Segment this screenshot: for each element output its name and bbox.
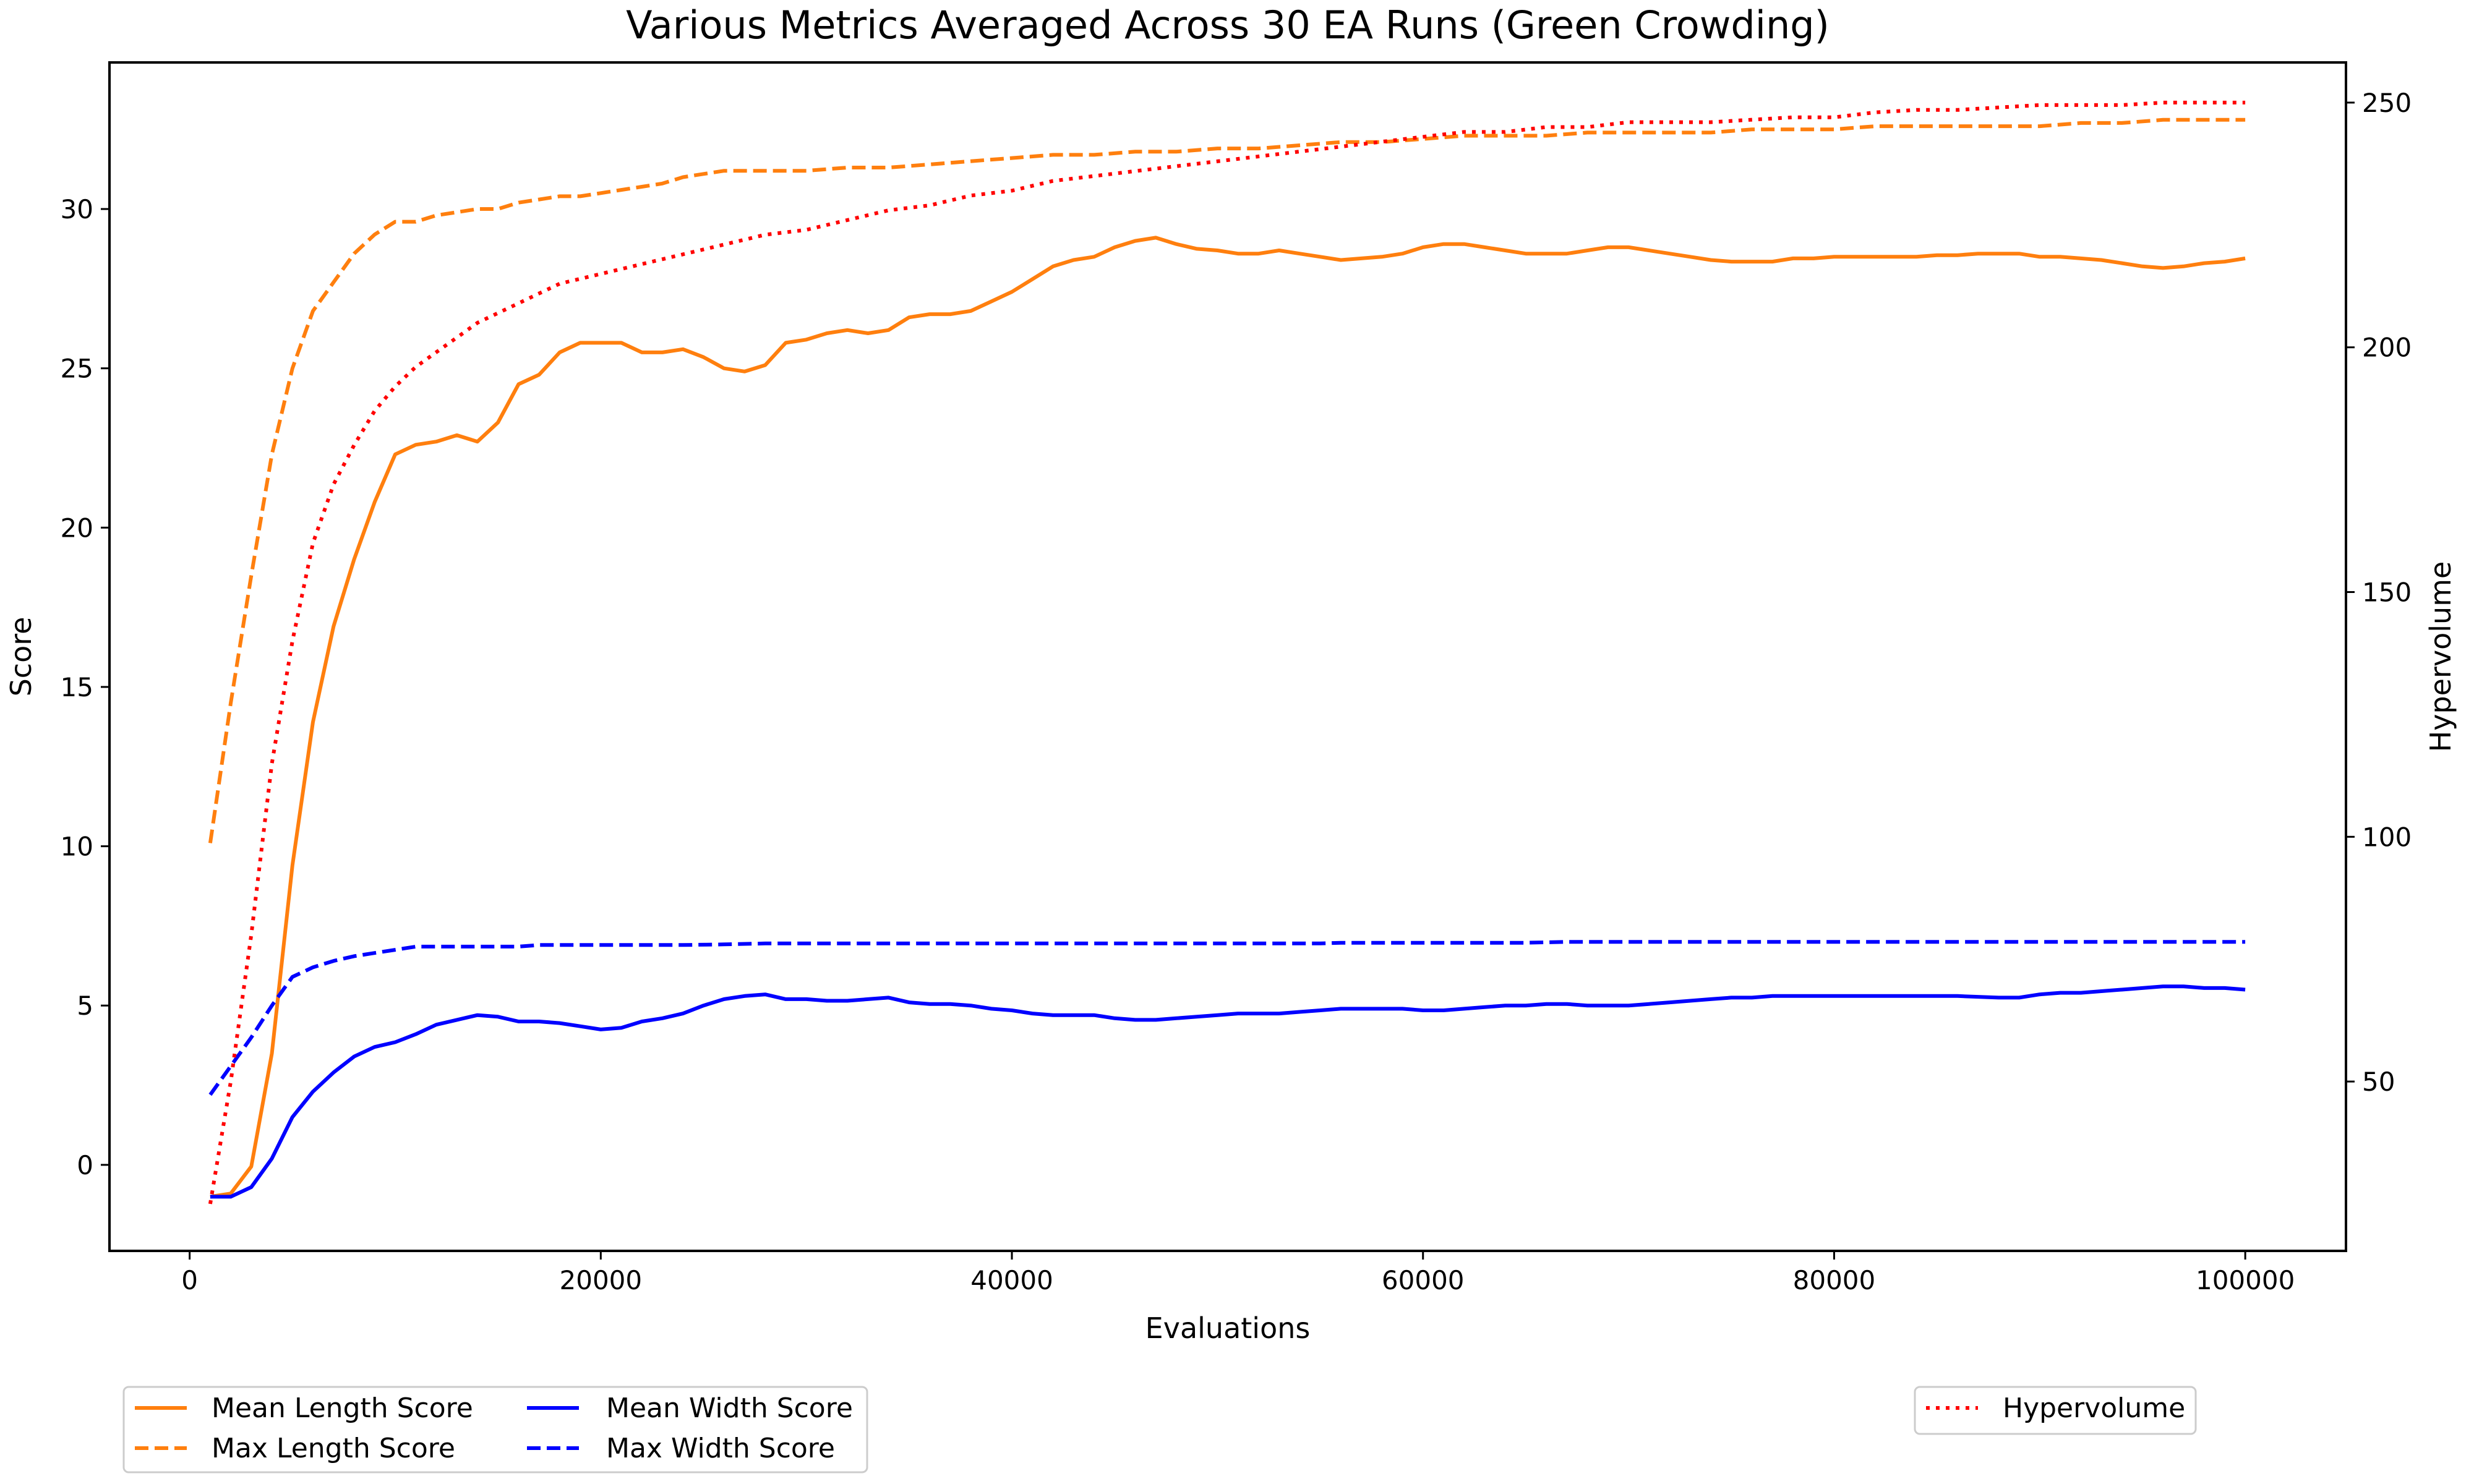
series-line-mean-width-score [210,984,2246,1199]
x-axis: 0 20000 40000 60000 80000 100000 [181,1251,2295,1295]
y-tick-label: 0 [77,1150,93,1180]
legend-label-max-width: Max Width Score [606,1433,835,1464]
legend-label-mean-length: Mean Length Score [212,1392,473,1424]
y2-axis-label: Hypervolume [2424,561,2457,753]
series-line-max-width-score [208,940,2246,1096]
y-axis-right: 50 100 150 200 250 [2346,88,2412,1097]
y2-tick-label: 200 [2362,333,2412,363]
y-axis-label: Score [4,617,38,697]
y2-tick-label: 150 [2362,578,2412,608]
y-tick-label: 10 [61,832,93,862]
x-tick-label: 60000 [1382,1265,1465,1295]
y-tick-label: 20 [61,513,93,543]
chart-title: Various Metrics Averaged Across 30 EA Ru… [626,2,1830,48]
y2-tick-label: 100 [2362,822,2412,852]
x-tick-label: 20000 [560,1265,643,1295]
plot-frame [108,61,2347,1252]
y-tick-label: 5 [77,991,93,1021]
series-layer [208,100,2246,1205]
legend-left-box [122,1386,868,1473]
y-tick-label: 30 [61,194,93,224]
y2-tick-label: 50 [2362,1067,2395,1097]
legend-label-hypervolume: Hypervolume [2003,1392,2185,1424]
series-line-mean-length-score [210,236,2246,1199]
series-line-hypervolume [208,100,2246,1205]
legend-right-box [1914,1386,2197,1435]
x-tick-label: 80000 [1793,1265,1876,1295]
y-axis-left: 0 5 10 15 20 25 30 [61,194,109,1180]
legend-left: Mean Length Score Max Length Score Mean … [122,1386,868,1473]
legend-label-max-length: Max Length Score [212,1433,455,1464]
y2-tick-label: 250 [2362,88,2412,118]
x-tick-label: 0 [181,1265,198,1295]
y-tick-label: 25 [61,354,93,384]
legend-right: Hypervolume [1914,1386,2197,1435]
x-tick-label: 40000 [970,1265,1053,1295]
x-axis-label: Evaluations [1145,1311,1311,1345]
legend-label-mean-width: Mean Width Score [606,1392,853,1424]
y-tick-label: 15 [61,672,93,702]
series-line-max-length-score [208,117,2246,843]
x-tick-label: 100000 [2196,1265,2295,1295]
